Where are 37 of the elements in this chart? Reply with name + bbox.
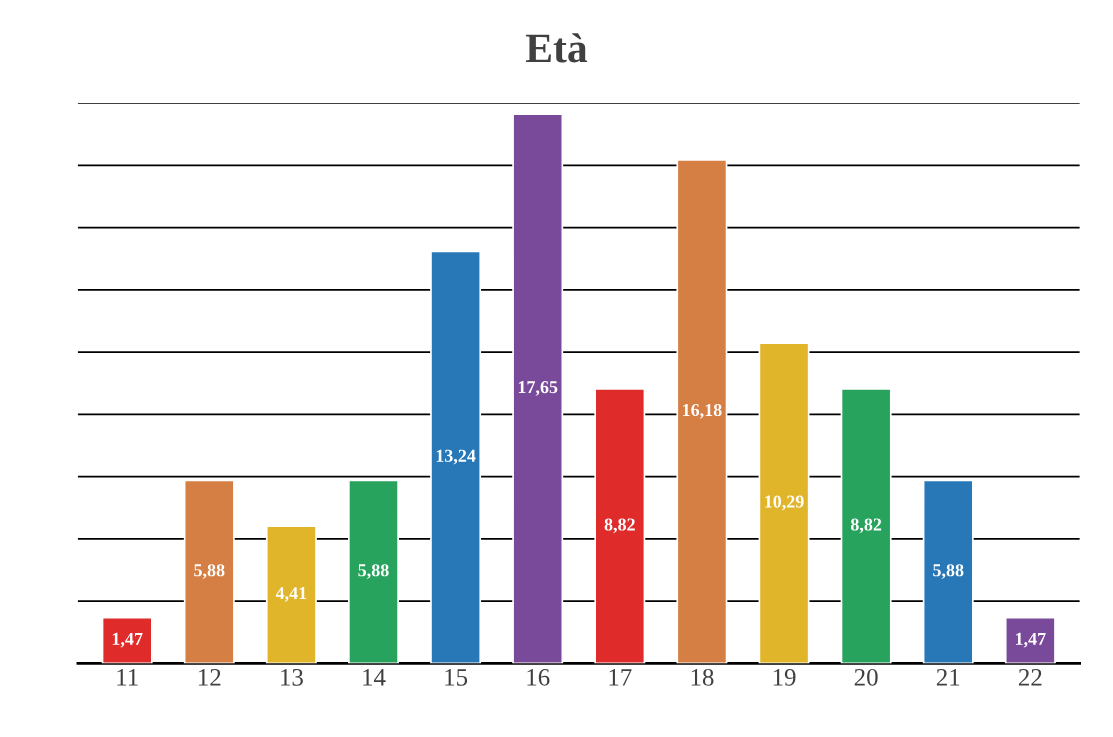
- data-label: 5,88: [358, 564, 389, 579]
- bar: [348, 479, 399, 664]
- x-tick-label: 21: [936, 668, 960, 686]
- x-tick-label: 19: [773, 668, 796, 686]
- bar: [183, 479, 235, 664]
- x-tick-label: 14: [363, 669, 386, 686]
- data-label: 8,82: [850, 518, 882, 534]
- x-tick-label: 16: [527, 668, 550, 686]
- data-label: 1,47: [1015, 632, 1046, 648]
- x-tick-label: 12: [198, 668, 221, 686]
- bar: [101, 616, 153, 664]
- bar: [1004, 616, 1056, 664]
- bar: [430, 250, 482, 664]
- x-tick-label: 13: [281, 668, 303, 686]
- x-tick-label: 22: [1018, 668, 1042, 686]
- x-tick-label: 18: [691, 668, 714, 686]
- data-label: 5,88: [194, 564, 225, 579]
- bar: [594, 388, 646, 664]
- data-label: 5,88: [933, 564, 964, 579]
- x-tick-label: 11: [117, 669, 138, 686]
- data-label: 4,41: [275, 587, 307, 602]
- x-tick-label: 17: [609, 669, 632, 686]
- bar: [922, 479, 974, 664]
- data-label: 17,65: [518, 381, 558, 396]
- bar: [265, 525, 317, 664]
- data-label: 8,82: [604, 518, 635, 534]
- bar: [676, 158, 728, 664]
- x-tick-label: 20: [854, 668, 878, 686]
- bar: [512, 113, 564, 664]
- data-label: 10,29: [765, 495, 804, 511]
- bar: [840, 388, 892, 664]
- data-label: 13,24: [436, 449, 476, 465]
- data-label: 16,18: [683, 403, 722, 419]
- chart-title: Età: [525, 33, 588, 63]
- bar: [758, 342, 810, 664]
- x-tick-label: 15: [445, 669, 468, 686]
- data-label: 1,47: [112, 632, 143, 648]
